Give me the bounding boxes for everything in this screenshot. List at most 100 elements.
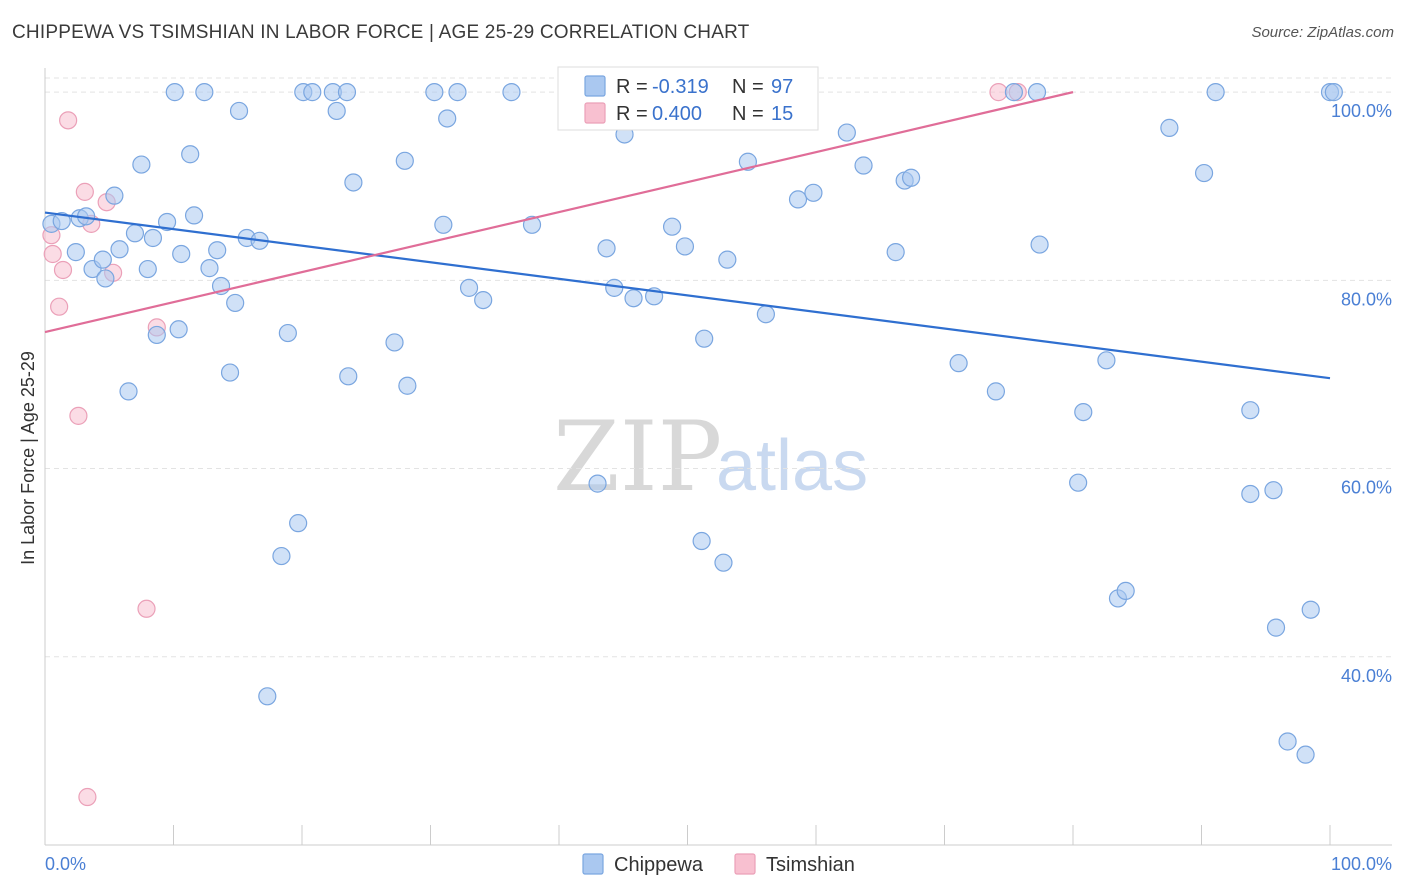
trend-lines xyxy=(44,91,1331,380)
legend-r-value: 0.400 xyxy=(652,103,702,125)
chippewa-point xyxy=(692,531,711,551)
chippewa-point xyxy=(1194,163,1214,183)
chippewa-point xyxy=(588,474,607,493)
chippewa-point xyxy=(718,250,737,269)
chippewa-point xyxy=(105,186,124,205)
chippewa-point xyxy=(184,206,204,225)
chippewa-point xyxy=(125,224,145,243)
legend-n-value: 97 xyxy=(771,76,793,98)
chippewa-point xyxy=(172,244,191,264)
chippewa-point xyxy=(886,243,905,262)
chippewa-point xyxy=(337,83,357,102)
chippewa-point xyxy=(448,83,467,102)
chippewa-point xyxy=(438,109,457,128)
tsimshian-point xyxy=(59,111,78,130)
chippewa-point xyxy=(272,546,291,566)
chippewa-point xyxy=(181,145,200,164)
bottom-legend-label-tsimshian: Tsimshian xyxy=(766,854,855,876)
watermark-zip: ZIP xyxy=(553,401,722,513)
chippewa-point xyxy=(385,333,404,352)
chippewa-point xyxy=(624,289,643,308)
chippewa-point xyxy=(226,293,245,313)
chippewa-point xyxy=(949,354,968,373)
chippewa-point xyxy=(220,363,240,382)
chippewa-point xyxy=(1097,351,1116,370)
chippewa-point xyxy=(522,215,542,234)
y-tick-label: 40.0% xyxy=(1341,666,1392,686)
chippewa-point xyxy=(901,168,921,187)
chippewa-point xyxy=(93,250,112,269)
chippewa-point xyxy=(110,240,129,259)
chippewa-point xyxy=(1030,235,1049,254)
chippewa-point xyxy=(303,83,322,102)
chippewa-point xyxy=(788,190,808,209)
source-credit: Source: ZipAtlas.com xyxy=(1251,24,1394,41)
chippewa-point xyxy=(459,278,479,297)
legend-n-value: 15 xyxy=(771,103,793,125)
chippewa-point xyxy=(662,217,682,236)
chippewa-points xyxy=(42,83,1343,764)
tsimshian-point xyxy=(50,297,69,316)
chippewa-point xyxy=(1241,484,1260,504)
chippewa-point xyxy=(695,329,714,348)
chippewa-point xyxy=(208,241,227,260)
x-tick-labels: 0.0% 100.0% xyxy=(45,854,1392,874)
chippewa-point xyxy=(804,183,823,202)
chippewa-point xyxy=(258,687,277,706)
legend-r-label: R = xyxy=(616,76,648,98)
chippewa-point xyxy=(675,237,695,256)
chippewa-point xyxy=(837,123,856,142)
legend: R = -0.319 N = 97 R = 0.400 N = 15 xyxy=(557,66,819,131)
watermark: ZIP atlas xyxy=(553,401,868,513)
chippewa-point xyxy=(1324,83,1343,102)
tsimshian-point xyxy=(989,83,1008,102)
chippewa-point xyxy=(165,83,184,102)
axes xyxy=(44,68,1392,846)
legend-n-label: N = xyxy=(732,76,764,98)
chippewa-point xyxy=(143,228,163,248)
chippewa-point xyxy=(1074,402,1093,422)
y-tick-label: 80.0% xyxy=(1341,289,1392,309)
chippewa-point xyxy=(474,291,493,310)
chippewa-point xyxy=(714,553,733,572)
chippewa-point xyxy=(289,514,308,533)
chippewa-point xyxy=(398,376,417,395)
tsimshian-point xyxy=(43,244,62,264)
bottom-legend-label-chippewa: Chippewa xyxy=(614,854,704,876)
y-axis-label: In Labor Force | Age 25-29 xyxy=(18,351,38,565)
chippewa-point xyxy=(138,259,157,279)
chippewa-point xyxy=(605,278,624,297)
bottom-legend: Chippewa Tsimshian xyxy=(582,853,855,876)
chippewa-point xyxy=(52,211,71,231)
chippewa-point xyxy=(1266,618,1286,637)
chippewa-point xyxy=(1160,118,1179,137)
chippewa-point xyxy=(157,212,177,232)
chippewa-point xyxy=(502,83,521,102)
chippewa-point xyxy=(1264,481,1283,500)
y-tick-labels: 40.0% 60.0% 80.0% 100.0% xyxy=(1331,101,1392,686)
chippewa-point xyxy=(1069,473,1088,492)
chippewa-point xyxy=(434,215,453,234)
chippewa-point xyxy=(854,156,873,175)
chippewa-point xyxy=(344,173,363,192)
chippewa-point xyxy=(756,305,775,324)
chippewa-point xyxy=(597,239,616,258)
chart-title: CHIPPEWA VS TSIMSHIAN IN LABOR FORCE | A… xyxy=(12,22,750,43)
chippewa-point xyxy=(1278,732,1297,751)
y-tick-label: 100.0% xyxy=(1331,101,1392,121)
chippewa-point xyxy=(229,101,249,121)
legend-swatch-chippewa xyxy=(584,75,606,97)
tsimshian-trend-line xyxy=(44,91,1074,334)
chippewa-point xyxy=(147,325,166,345)
tsimshian-point xyxy=(53,260,73,280)
chippewa-point xyxy=(200,259,219,278)
legend-r-value: -0.319 xyxy=(652,76,709,98)
chippewa-point xyxy=(1004,83,1023,102)
chippewa-point xyxy=(425,83,444,102)
chippewa-point xyxy=(1301,600,1320,619)
tsimshian-points xyxy=(42,83,1027,807)
bottom-legend-swatch-tsimshian xyxy=(734,853,756,875)
chippewa-point xyxy=(132,155,151,174)
chippewa-point xyxy=(327,101,346,121)
